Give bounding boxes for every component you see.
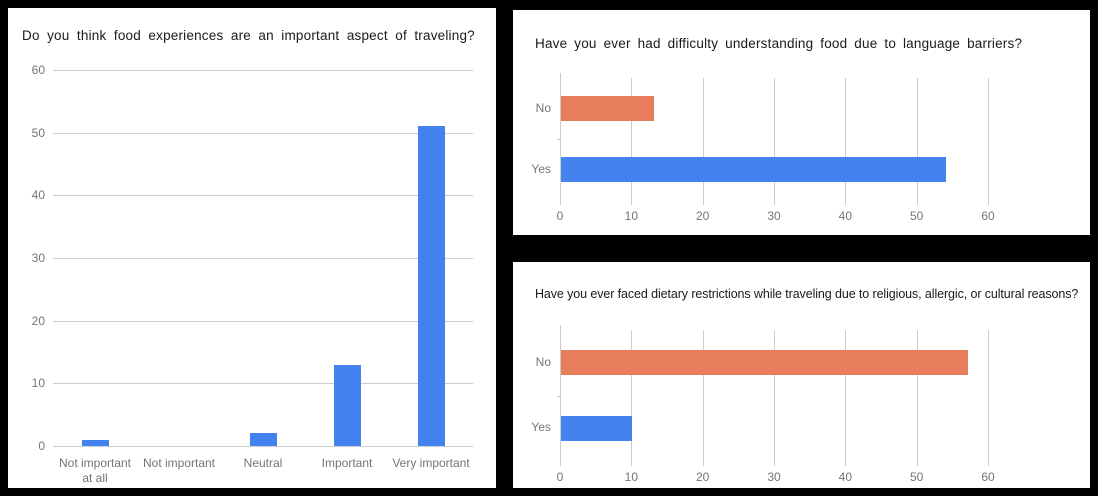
gridline (774, 330, 775, 466)
x-axis-tick-label: 10 (624, 470, 638, 484)
category-label: Not important (142, 456, 216, 470)
gridline (702, 78, 704, 205)
panel-dietary-restrictions-chart: Have you ever faced dietary restrictions… (513, 262, 1090, 488)
x-axis-tick-label: 60 (981, 209, 995, 223)
gridline (702, 330, 704, 466)
gridline (845, 330, 847, 466)
gridline (53, 70, 473, 71)
x-axis-tick-label: 40 (838, 470, 852, 484)
category-axis-tick (557, 139, 560, 140)
horizontal-bar-chart: 0 10 20 30 40 50 60 No Yes (513, 10, 1090, 235)
x-axis-tick-label: 10 (624, 209, 638, 223)
chart-title: Have you ever faced dietary restrictions… (535, 287, 1079, 301)
vertical-bar-chart: 0 10 20 30 40 50 60 Not important at all Not imp… (8, 8, 496, 488)
y-axis-tick-label: 50 (31, 125, 45, 140)
gridline (631, 330, 633, 466)
x-axis-tick-label: 60 (981, 470, 995, 484)
gridline (53, 446, 473, 447)
category-label: Not important at all (58, 456, 132, 485)
gridline (53, 132, 473, 134)
x-axis-tick-label: 0 (556, 470, 564, 484)
y-axis-tick-label: 0 (38, 439, 45, 453)
chart-title: Have you ever had difficulty understandi… (535, 36, 1023, 51)
panel-food-importance-chart: Do you think food experiences are an imp… (8, 8, 496, 488)
bar (333, 364, 361, 446)
gridline (916, 330, 918, 466)
x-axis-tick-label: 50 (909, 470, 924, 484)
y-axis-tick-label: 40 (31, 188, 45, 203)
gridline (53, 383, 473, 385)
category-label: No (535, 354, 551, 369)
chart-title: Do you think food experiences are an imp… (22, 28, 475, 43)
x-axis-tick-label: 20 (695, 470, 710, 484)
bar (81, 439, 109, 446)
gridline (988, 78, 989, 205)
x-axis-tick-label: 20 (695, 209, 710, 223)
baseline-axis (560, 325, 561, 466)
horizontal-bar-chart: 0 10 20 30 40 50 60 No Yes (513, 262, 1090, 488)
category-label: Important (321, 456, 373, 470)
gridline (988, 330, 989, 466)
gridline (53, 320, 473, 322)
baseline-axis (560, 73, 561, 205)
category-axis-tick (557, 395, 560, 397)
category-label: No (535, 100, 551, 115)
category-label: Yes (531, 161, 551, 176)
bar (561, 415, 633, 441)
bar (561, 350, 968, 376)
x-axis-tick-label: 40 (838, 209, 852, 223)
y-axis-tick-label: 20 (31, 313, 45, 328)
x-axis-tick-label: 30 (767, 470, 781, 484)
bar (417, 126, 445, 446)
gridline (845, 78, 847, 205)
bar (561, 96, 654, 121)
category-label: Neutral (243, 456, 283, 470)
gridline (631, 78, 633, 205)
panel-language-barrier-chart: Have you ever had difficulty understandi… (513, 10, 1090, 235)
bar (249, 433, 277, 446)
gridline (916, 78, 918, 205)
y-axis-tick-label: 10 (31, 376, 45, 391)
x-axis-tick-label: 50 (909, 209, 924, 223)
x-axis-tick-label: 0 (556, 209, 564, 223)
gridline (53, 195, 473, 197)
category-label: Yes (531, 420, 551, 435)
gridline (774, 78, 775, 205)
bar (561, 157, 947, 182)
y-axis-tick-label: 60 (31, 63, 45, 77)
y-axis-tick-label: 30 (31, 251, 45, 265)
gridline (53, 258, 473, 259)
category-label: Very important (392, 456, 470, 470)
x-axis-tick-label: 30 (767, 209, 781, 223)
